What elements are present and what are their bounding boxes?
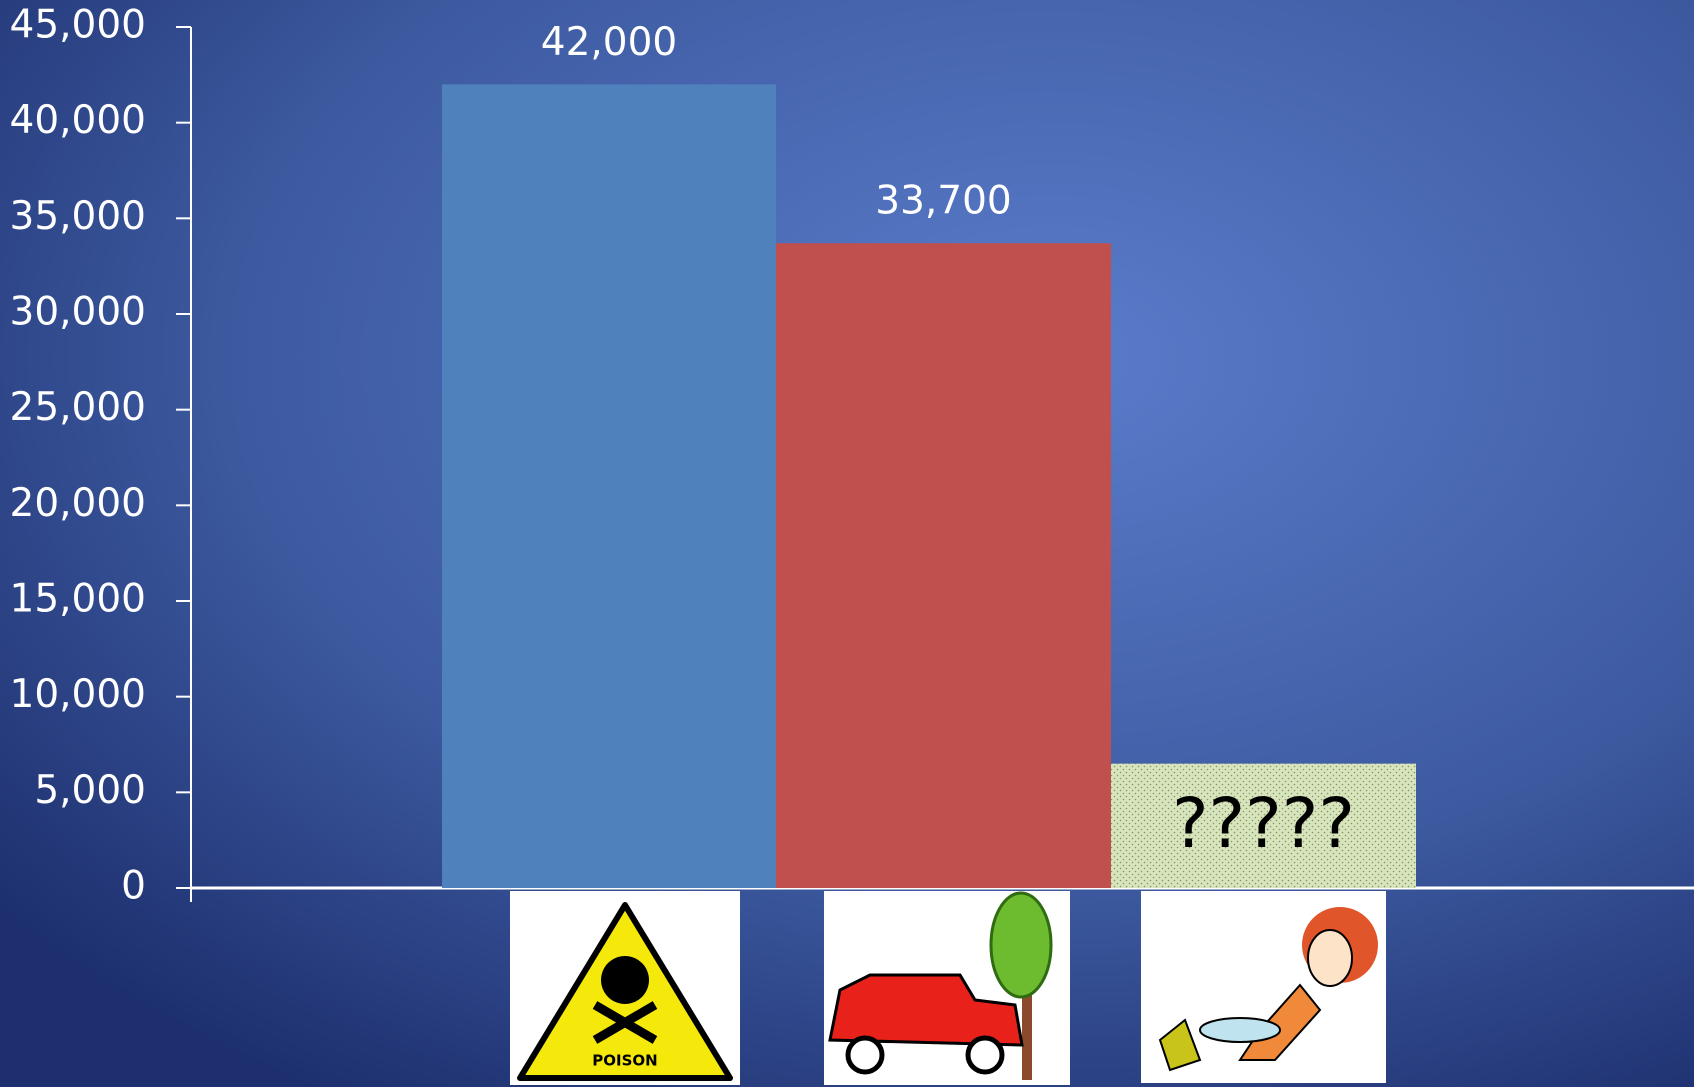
value-label: ?????	[1172, 784, 1355, 864]
y-tick-label: 30,000	[10, 290, 146, 335]
car-icon	[824, 891, 1070, 1085]
y-tick-label: 15,000	[10, 577, 146, 622]
y-tick-label: 10,000	[10, 672, 146, 717]
y-tick-label: 0	[121, 864, 146, 909]
svg-text:POISON: POISON	[592, 1052, 657, 1070]
y-tick-label: 40,000	[10, 98, 146, 143]
value-label: 33,700	[875, 179, 1011, 224]
y-tick-label: 5,000	[34, 768, 146, 813]
bar	[776, 243, 1111, 888]
y-tick-label: 35,000	[10, 194, 146, 239]
y-tick-label: 20,000	[10, 481, 146, 526]
poison-icon: POISON	[510, 891, 740, 1085]
page: {"chart_data": {"type": "bar", "categori…	[0, 0, 1694, 1087]
bar	[442, 84, 776, 888]
chart: POISON 0 5,000 10,000 15,000 20,000 25,000 30,…	[0, 0, 1694, 1087]
falling-person-icon	[1141, 891, 1386, 1083]
value-label: 42,000	[541, 20, 677, 65]
y-tick-label: 45,000	[10, 3, 146, 48]
y-tick-label: 25,000	[10, 385, 146, 430]
